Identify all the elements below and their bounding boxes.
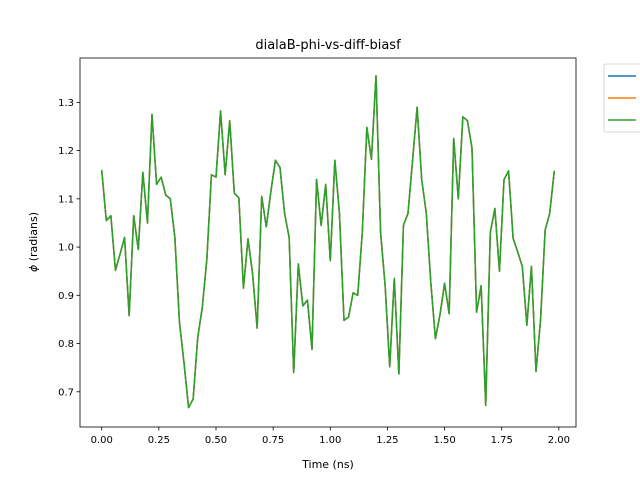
y-tick-label: 0.7 (58, 387, 74, 398)
y-tick-label: 1.0 (58, 243, 74, 254)
x-tick-label: 0.25 (148, 435, 170, 446)
x-tick-label: 1.75 (491, 435, 513, 446)
x-tick-label: 1.00 (319, 435, 341, 446)
y-axis-symbol: ϕ (27, 265, 40, 272)
chart-title: dialaB-phi-vs-diff-biasf (255, 38, 401, 53)
y-tick-label: 0.9 (58, 291, 74, 302)
x-tick-label: 0.50 (205, 435, 227, 446)
x-axis: 0.00 0.25 0.50 0.75 1.00 1.25 1.50 1.75 2.00 (91, 427, 570, 446)
series-line-3 (100, 75, 556, 409)
plot-frame (79, 57, 577, 428)
y-axis-label-text: (radians) (27, 212, 40, 265)
y-tick-label: 1.3 (58, 98, 74, 109)
x-axis-title: Time (ns) (301, 458, 354, 471)
x-tick-label: 1.25 (376, 435, 398, 446)
y-tick-label: 1.1 (58, 194, 74, 205)
x-tick-label: 2.00 (548, 435, 570, 446)
y-tick-label: 0.8 (58, 339, 74, 350)
x-tick-label: 1.50 (433, 435, 455, 446)
x-tick-label: 0.75 (262, 435, 284, 446)
series-layer (100, 75, 556, 409)
y-axis-title: ϕ (radians) (27, 212, 40, 272)
x-tick-label: 0.00 (91, 435, 113, 446)
y-axis: 0.7 0.8 0.9 1.0 1.1 1.2 1.3 (58, 98, 80, 398)
y-tick-label: 1.2 (58, 146, 74, 157)
legend (603, 63, 640, 133)
